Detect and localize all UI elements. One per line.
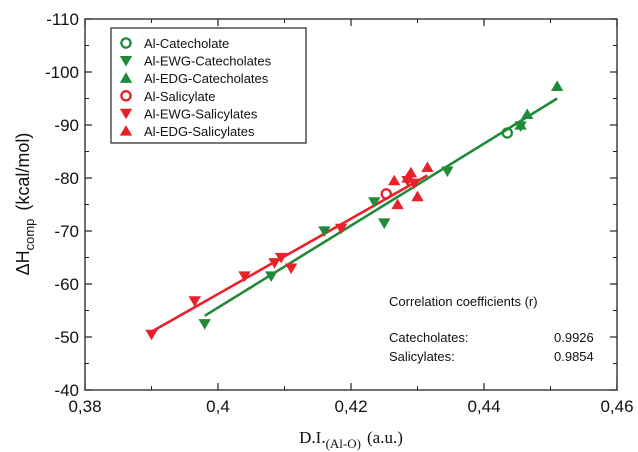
data-point [550,80,564,91]
data-point [388,174,401,186]
data-point [238,271,251,282]
y-tick-label: -80 [54,169,79,188]
x-axis-label: D.I.(Al-O) (a.u.) [299,428,403,451]
y-tick-label: -50 [54,328,79,347]
data-point [401,172,414,183]
y-tick-label: -40 [54,381,79,400]
legend: Al-Catecholate Al-EWG-Catecholates Al-EDG-… [110,27,307,144]
data-point [284,263,298,274]
legend-marker [119,125,133,136]
data-point [441,166,454,177]
legend-entry-label: Al-EWG-Catecholates [144,54,272,69]
annotation-catecholates-value: 0.9926 [554,330,594,345]
y-label-unit: (kcal/mol) [13,133,33,211]
y-tick-label: -60 [54,275,79,294]
data-point [274,252,288,264]
x-tick-label: 0,4 [206,397,230,416]
annotation-salicylates-label: Salicylates: [389,349,455,364]
annotation-salicylates-value: 0.9854 [554,349,594,364]
fit-line [204,97,558,317]
legend-entry-label: Al-EWG-Salicylates [144,106,258,121]
y-label-sub: comp [22,219,37,251]
legend-marker [119,55,133,67]
data-point [198,319,211,330]
data-point [501,127,514,139]
y-axis-label: ΔHcomp (kcal/mol) [13,133,37,276]
data-point [265,271,278,282]
data-point [391,198,404,210]
axis-ticks [84,18,618,391]
legend-marker [120,90,132,102]
x-tick-label: 0,46 [600,397,633,416]
legend-entry-label: Al-Catecholate [144,36,229,51]
data-point [188,296,201,307]
fit-line [150,174,429,333]
y-tick-labels: -40 -50 -60 -70 -80 -90 -100 -110 [45,10,79,400]
y-tick-label: -90 [54,116,79,135]
y-tick-label: -100 [45,63,79,82]
data-point [514,119,527,130]
data-point [334,223,348,235]
legend-entry-label: Al-EDG-Salicylates [144,124,255,139]
x-label-sub: (Al-O) [326,436,361,451]
legend-entry-label: Al-EDG-Catecholates [144,71,269,86]
y-tick-label: -110 [46,10,79,29]
data-point [521,108,534,120]
x-tick-label: 0,38 [68,397,101,416]
data-point [411,190,424,202]
data-point [378,218,391,229]
legend-marker [120,37,132,49]
data-points [145,80,564,341]
data-point [380,188,392,200]
y-tick-label: -70 [54,222,79,241]
legend-entry-label: Al-Salicylate [144,89,216,104]
x-label-main: D.I. [299,428,325,447]
legend-marker [119,72,133,83]
legend-marker [119,108,133,120]
data-point [145,329,158,341]
data-point [318,226,331,237]
x-tick-labels: 0,38 0,4 0,42 0,44 0,46 [68,397,633,416]
fit-lines [150,97,558,333]
correlation-annotation: Correlation coefficients (r) Catecholate… [389,294,594,364]
data-point [404,166,418,178]
data-point [421,161,434,173]
data-point [368,197,381,208]
annotation-catecholates-label: Catecholates: [389,330,469,345]
x-tick-label: 0,44 [467,397,500,416]
data-point [268,258,281,269]
x-label-unit: (a.u.) [367,428,403,447]
y-label-main: ΔH [13,250,33,275]
annotation-title: Correlation coefficients (r) [389,294,538,309]
legend-box [110,27,307,144]
x-tick-label: 0,42 [334,397,367,416]
